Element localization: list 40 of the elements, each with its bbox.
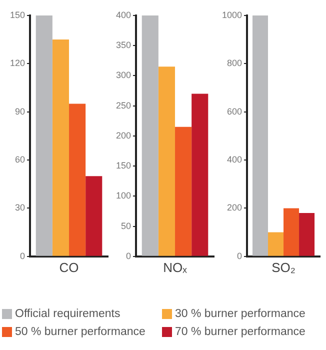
y-tick-label: 400 xyxy=(226,154,242,164)
y-tick-label: 200 xyxy=(226,202,242,213)
bar xyxy=(69,104,86,256)
y-tick-label: 90 xyxy=(15,106,26,116)
legend-label: 50 % burner performance xyxy=(15,326,146,338)
bar xyxy=(284,208,300,256)
x-tick-label: CO xyxy=(59,260,79,275)
legend-label: Official requirements xyxy=(15,308,120,320)
y-tick-label: 400 xyxy=(116,10,132,20)
x-tick-label: NOₓ xyxy=(163,260,188,275)
bar xyxy=(86,176,102,256)
y-tick-label: 150 xyxy=(10,10,26,20)
bar xyxy=(252,15,268,256)
legend-label: 70 % burner performance xyxy=(175,326,306,338)
bar xyxy=(142,15,158,256)
x-tick-label: SO₂ xyxy=(272,260,296,275)
y-tick-label: 30 xyxy=(15,202,26,213)
legend-label: 30 % burner performance xyxy=(175,308,306,320)
y-tick-label: 0 xyxy=(20,250,26,261)
y-tick-label: 300 xyxy=(116,70,132,80)
y-tick-label: 150 xyxy=(116,160,132,171)
y-tick-label: 120 xyxy=(10,58,26,68)
y-tick-label: 60 xyxy=(15,154,26,164)
y-tick-label: 350 xyxy=(116,40,132,50)
y-tick-label: 800 xyxy=(226,58,242,68)
y-tick-label: 0 xyxy=(126,250,132,261)
bar xyxy=(36,15,52,256)
y-tick-label: 50 xyxy=(121,220,132,231)
bar xyxy=(299,213,315,256)
y-tick-label: 250 xyxy=(116,100,132,110)
y-tick-label: 100 xyxy=(116,190,132,201)
y-tick-label: 200 xyxy=(116,130,132,140)
y-tick-label: 600 xyxy=(226,106,242,116)
y-tick-label: 0 xyxy=(237,250,242,261)
y-tick-label: 1000 xyxy=(222,10,242,20)
bar xyxy=(158,66,176,256)
bar xyxy=(52,40,70,256)
bar xyxy=(268,232,284,256)
bar xyxy=(175,126,192,256)
bar xyxy=(192,94,208,256)
